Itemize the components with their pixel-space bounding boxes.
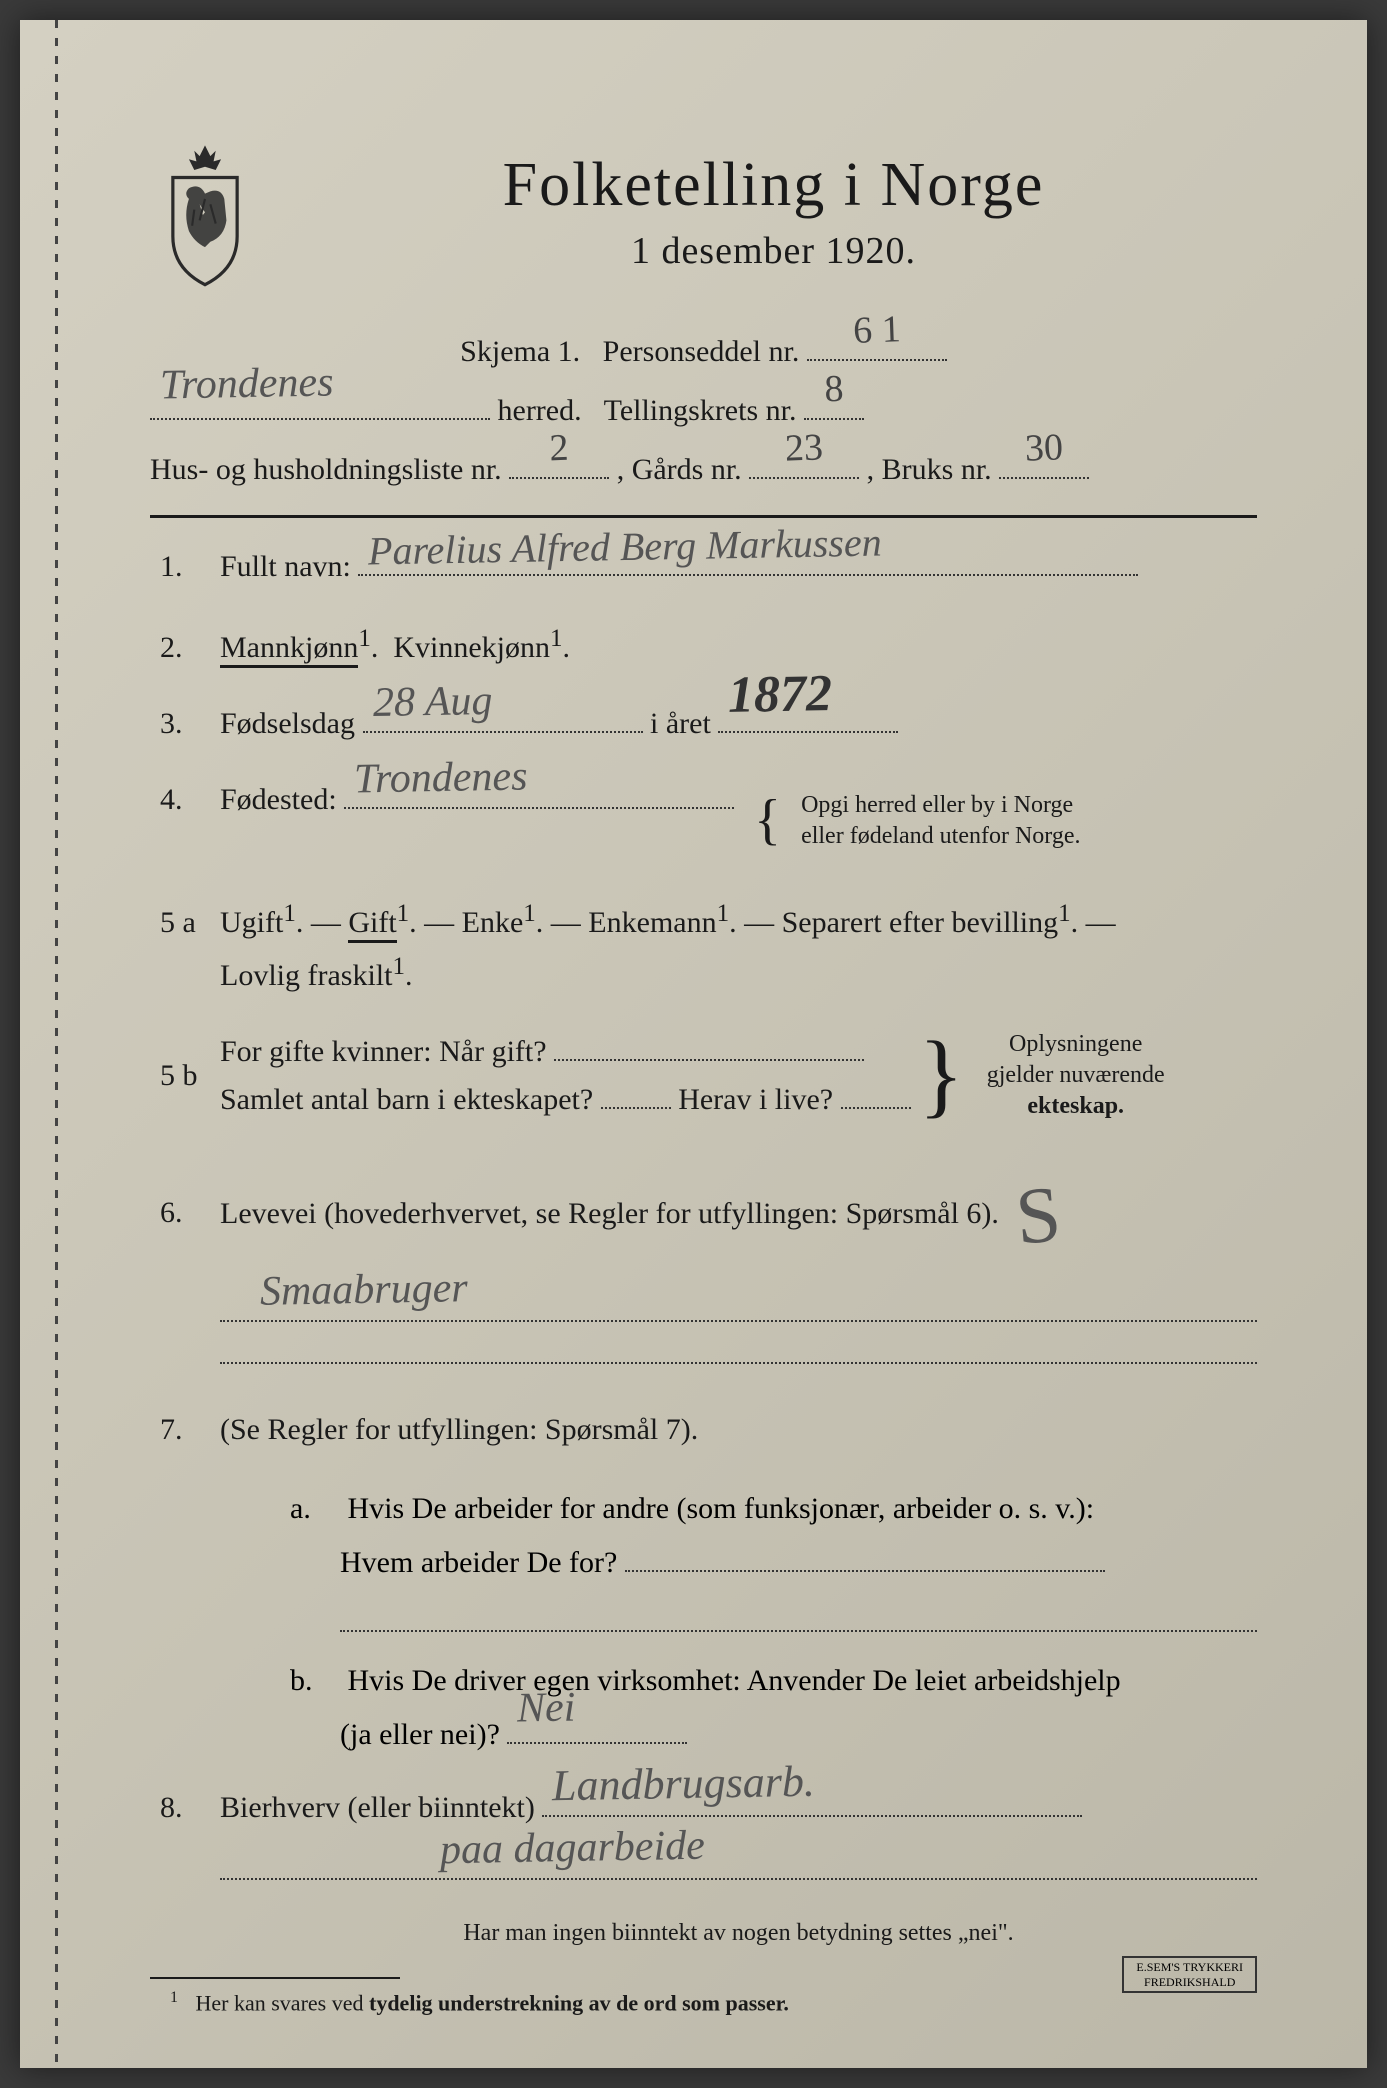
q1-num: 1. (150, 550, 220, 584)
q4-row: 4. Fødested: Trondenes { Opgi herred ell… (150, 776, 1257, 866)
q1-row: 1. Fullt navn: Parelius Alfred Berg Mark… (150, 543, 1257, 591)
q8-note: Har man ingen biinntekt av nogen betydni… (150, 1920, 1257, 1947)
bracket-icon: { (754, 776, 781, 866)
q5a-gift: Gift (348, 906, 396, 943)
q7a: a. Hvis De arbeider for andre (som funks… (220, 1482, 1257, 1632)
q7a-text1: Hvis De arbeider for andre (som funksjon… (348, 1492, 1095, 1525)
gards-nr-value: 23 (784, 413, 824, 483)
q5a-separert: Separert efter bevilling (782, 906, 1059, 939)
herred-label: herred. (498, 394, 582, 427)
header: Folketelling i Norge 1 desember 1920. (150, 150, 1257, 290)
main-title: Folketelling i Norge (290, 150, 1257, 221)
krets-label: Tellingskrets nr. (604, 394, 797, 427)
q8-num: 8. (150, 1791, 220, 1825)
q5b-note3: ekteskap. (1027, 1093, 1124, 1119)
q6-row: 6. Levevei (hovederhvervet, se Regler fo… (150, 1152, 1257, 1376)
q7a-text2: Hvem arbeider De for? (340, 1546, 617, 1579)
bruks-nr-value: 30 (1024, 413, 1064, 483)
husliste-nr-value: 2 (548, 413, 569, 482)
q7b-value: Nei (517, 1670, 577, 1747)
bruks-label: , Bruks nr. (867, 453, 992, 486)
q2-num: 2. (150, 631, 220, 665)
q5a-num: 5 a (150, 906, 220, 940)
krets-nr-value: 8 (823, 354, 844, 423)
q7-row: 7. (Se Regler for utfyllingen: Spørsmål … (150, 1406, 1257, 1454)
q5b-note1: Oplysningene (1009, 1031, 1142, 1057)
q7b-text2: (ja eller nei)? (340, 1718, 500, 1751)
gards-label: , Gårds nr. (617, 453, 742, 486)
q3-label: Fødselsdag (220, 707, 355, 740)
q5a-enke: Enke (462, 906, 524, 939)
form-header: Skjema 1. Personseddel nr. 6 1 Trondenes… (150, 325, 1257, 497)
footnote-sup: 1 (170, 1989, 178, 2006)
census-form-page: Folketelling i Norge 1 desember 1920. Sk… (20, 20, 1367, 2068)
q5a-ugift: Ugift (220, 906, 283, 939)
footnote: 1 Her kan svares ved tydelig understrekn… (150, 1989, 1257, 2016)
q5a-row: 5 a Ugift1. — Gift1. — Enke1. — Enkemann… (150, 894, 1257, 1000)
skjema-label: Skjema 1. (460, 335, 580, 368)
q6-value: Smaabruger (259, 1256, 468, 1327)
q7b-text1: Hvis De driver egen virksomhet: Anvender… (348, 1664, 1121, 1697)
q5b-line2a: Samlet antal barn i ekteskapet? (220, 1083, 593, 1116)
q8-row: 8. Bierhverv (eller biinntekt) Landbrugs… (150, 1784, 1257, 1892)
q5b-line2b: Herav i live? (678, 1083, 833, 1116)
brace-icon: } (919, 1043, 964, 1109)
q8-value2: paa dagarbeide (439, 1813, 705, 1885)
herred-value: Trondenes (159, 346, 334, 425)
printer-line2: FREDRIKSHALD (1144, 1975, 1235, 1989)
q1-label: Fullt navn: (220, 550, 351, 583)
q5b-row: 5 b For gifte kvinner: Når gift? Samlet … (150, 1028, 1257, 1124)
q3-num: 3. (150, 707, 220, 741)
q6-mark: S (1011, 1150, 1066, 1281)
q1-value: Parelius Alfred Berg Markussen (368, 511, 883, 584)
q2-row: 2. Mannkjønn1. Kvinnekjønn1. (150, 619, 1257, 672)
q3-row: 3. Fødselsdag 28 Aug i året 1872 (150, 700, 1257, 748)
husliste-label: Hus- og husholdningsliste nr. (150, 453, 502, 486)
q6-label: Levevei (hovederhvervet, se Regler for u… (220, 1196, 999, 1229)
q4-note2: eller fødeland utenfor Norge. (801, 823, 1080, 849)
q5b-line1: For gifte kvinner: Når gift? (220, 1035, 547, 1068)
q5a-fraskilt: Lovlig fraskilt (220, 959, 392, 992)
q2-mann: Mannkjønn (220, 631, 358, 668)
q3-day-value: 28 Aug (372, 668, 493, 737)
q8-value1: Landbrugsarb. (552, 1747, 816, 1822)
q2-kvinne: Kvinnekjønn (393, 631, 550, 664)
subtitle: 1 desember 1920. (290, 229, 1257, 273)
q5b-note2: gjelder nuværende (987, 1062, 1165, 1088)
q4-note1: Opgi herred eller by i Norge (801, 792, 1073, 818)
title-block: Folketelling i Norge 1 desember 1920. (290, 150, 1257, 273)
q3-year-label: i året (650, 707, 711, 740)
q7-label: (Se Regler for utfyllingen: Spørsmål 7). (220, 1413, 698, 1446)
q7b: b. Hvis De driver egen virksomhet: Anven… (220, 1654, 1257, 1762)
q4-num: 4. (150, 783, 220, 817)
q3-year-value: 1872 (728, 652, 833, 737)
q7a-letter: a. (290, 1482, 340, 1536)
coat-of-arms-icon (150, 140, 260, 290)
q5b-num: 5 b (150, 1059, 220, 1093)
q4-label: Fødested: (220, 783, 337, 816)
q7-num: 7. (150, 1413, 220, 1447)
q5a-enkemann: Enkemann (588, 906, 716, 939)
person-label: Personseddel nr. (603, 335, 800, 368)
footnote-divider (150, 1977, 400, 1979)
person-nr-value: 6 1 (852, 295, 902, 365)
footnote-text: Her kan svares ved tydelig understreknin… (196, 1990, 789, 2015)
q6-num: 6. (150, 1196, 220, 1230)
q7b-letter: b. (290, 1654, 340, 1708)
printer-line1: E.SEM'S TRYKKERI (1136, 1960, 1243, 1974)
q4-value: Trondenes (354, 743, 529, 813)
printer-mark: E.SEM'S TRYKKERI FREDRIKSHALD (1122, 1956, 1257, 1993)
